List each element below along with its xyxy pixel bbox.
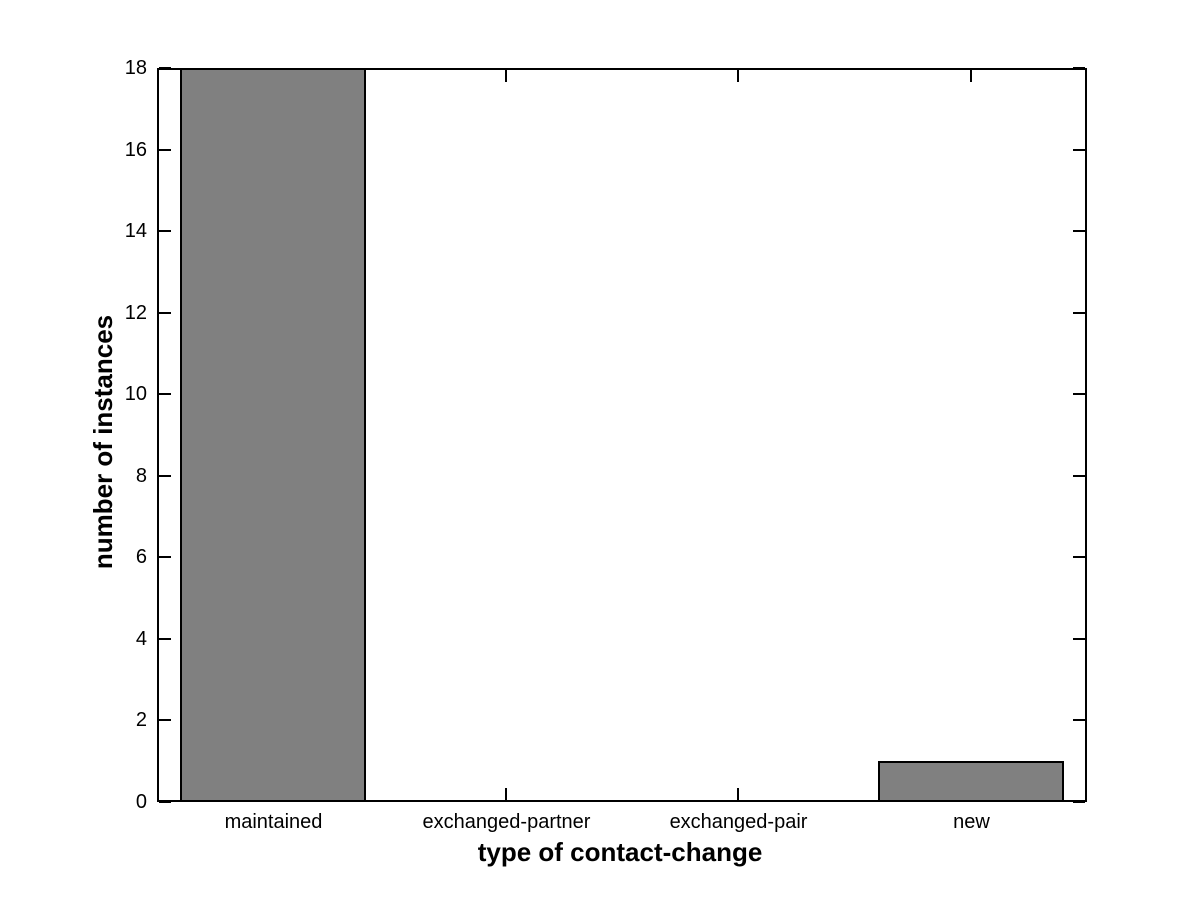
y-tick-label: 8: [135, 465, 147, 487]
y-tick-right: [1073, 67, 1085, 69]
y-tick-right: [1073, 149, 1085, 151]
y-tick-left: [159, 801, 171, 803]
x-tick-bottom: [737, 788, 739, 800]
y-tick-right: [1073, 475, 1085, 477]
x-tick-top: [505, 70, 507, 82]
y-tick-right: [1073, 230, 1085, 232]
y-tick-left: [159, 638, 171, 640]
y-tick-label: 6: [135, 546, 147, 568]
y-tick-left: [159, 230, 171, 232]
y-tick-label: 12: [124, 302, 147, 324]
y-tick-right: [1073, 638, 1085, 640]
x-tick-label-exchanged-pair: exchanged-pair: [669, 811, 808, 833]
y-tick-label: 0: [135, 791, 147, 813]
y-tick-label: 10: [124, 383, 147, 405]
y-tick-right: [1073, 556, 1085, 558]
y-tick-left: [159, 556, 171, 558]
y-tick-left: [159, 719, 171, 721]
y-tick-right: [1073, 393, 1085, 395]
y-tick-right: [1073, 719, 1085, 721]
y-tick-label: 18: [124, 57, 147, 79]
x-tick-label-new: new: [953, 811, 990, 833]
x-tick-top: [970, 70, 972, 82]
x-tick-label-exchanged-partner: exchanged-partner: [422, 811, 591, 833]
y-tick-left: [159, 475, 171, 477]
x-tick-bottom: [505, 788, 507, 800]
x-axis-label: type of contact-change: [477, 837, 763, 867]
y-tick-right: [1073, 312, 1085, 314]
y-tick-left: [159, 312, 171, 314]
x-tick-label-maintained: maintained: [224, 811, 323, 833]
y-tick-label: 16: [124, 139, 147, 161]
y-tick-left: [159, 67, 171, 69]
y-tick-label: 2: [135, 709, 147, 731]
y-tick-label: 14: [124, 220, 147, 242]
bar-maintained: [180, 68, 366, 802]
y-tick-label: 4: [135, 628, 147, 650]
y-tick-left: [159, 393, 171, 395]
bar-new: [878, 761, 1064, 802]
x-tick-top: [737, 70, 739, 82]
y-tick-right: [1073, 801, 1085, 803]
y-tick-left: [159, 149, 171, 151]
